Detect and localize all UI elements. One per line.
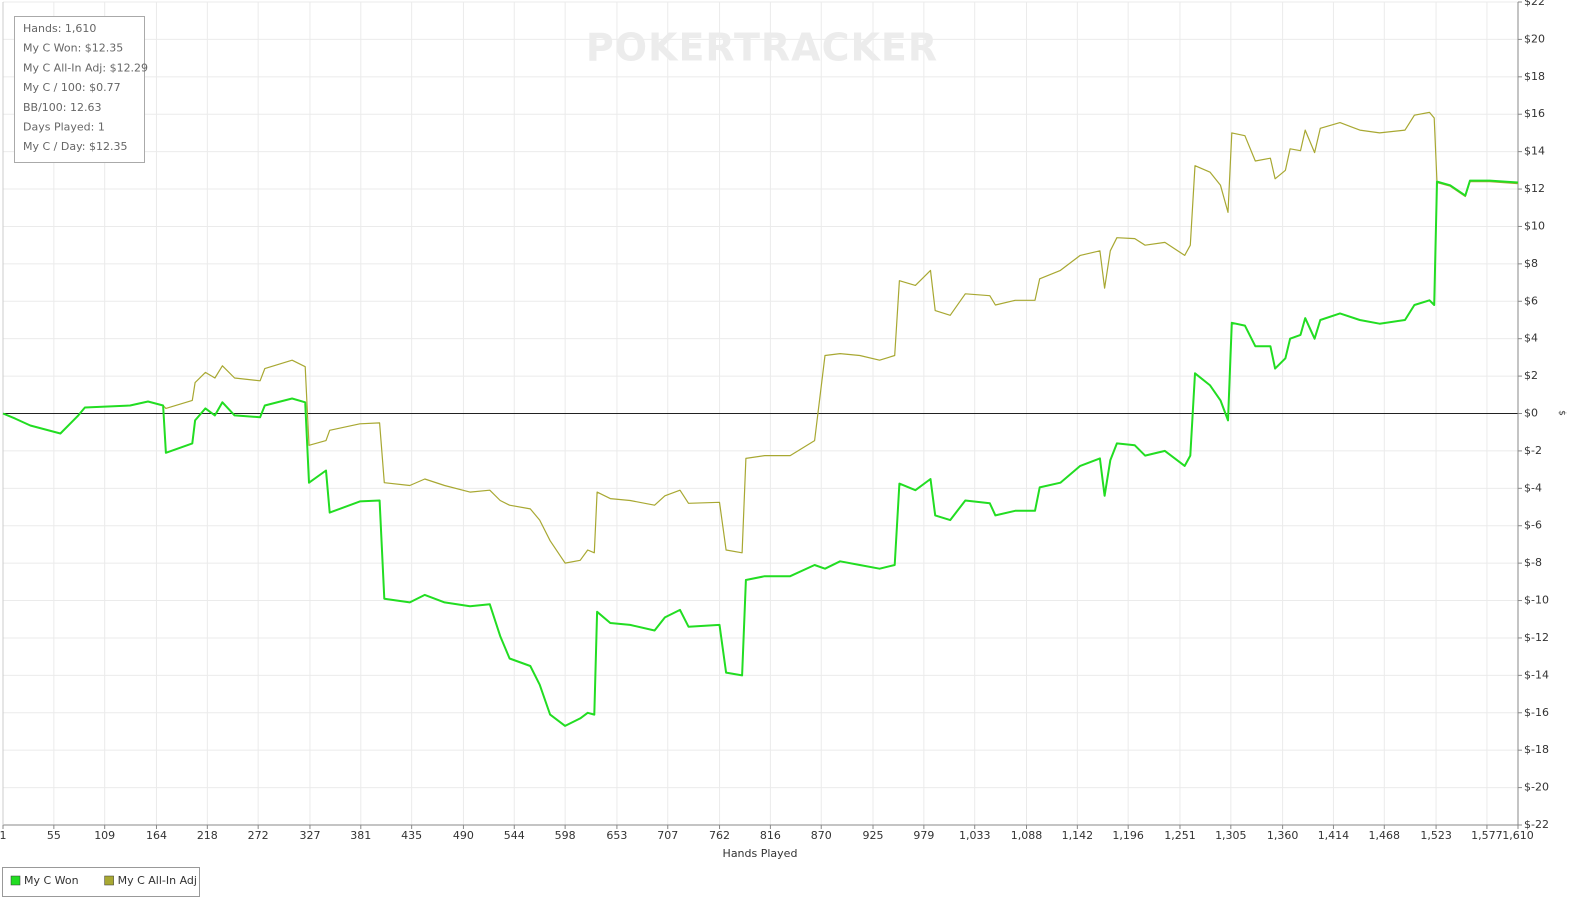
x-tick-label: 435 [401, 829, 422, 842]
x-tick-label: 1 [0, 829, 7, 842]
y-tick-label: $22 [1524, 0, 1545, 8]
x-tick-label: 1,523 [1420, 829, 1452, 842]
y-tick-label: $2 [1524, 369, 1538, 382]
x-tick-label: 381 [350, 829, 371, 842]
info-box-frame [14, 16, 145, 163]
y-tick-label: $-14 [1524, 668, 1549, 681]
y-axis-label: $ [1557, 410, 1567, 416]
y-tick-label: $-4 [1524, 481, 1542, 494]
y-tick-label: $4 [1524, 332, 1538, 345]
info-line: My C All-In Adj: $12.29 [23, 61, 148, 74]
legend-label: My C All-In Adj [118, 874, 197, 887]
x-axis-label: Hands Played [723, 847, 798, 860]
y-tick-label: $-12 [1524, 631, 1549, 644]
y-tick-label: $-16 [1524, 706, 1549, 719]
x-tick-label: 272 [248, 829, 269, 842]
x-tick-label: 925 [863, 829, 884, 842]
x-tick-label: 653 [606, 829, 627, 842]
x-tick-label: 1,360 [1267, 829, 1299, 842]
x-tick-label: 109 [94, 829, 115, 842]
info-line: BB/100: 12.63 [23, 101, 102, 114]
x-tick-label: 1,033 [959, 829, 991, 842]
x-tick-label: 762 [709, 829, 730, 842]
legend-label: My C Won [24, 874, 79, 887]
x-tick-label: 1,468 [1369, 829, 1401, 842]
y-tick-label: $18 [1524, 70, 1545, 83]
info-box: Hands: 1,610 My C Won: $12.35 My C All-In … [14, 16, 148, 163]
info-line: Days Played: 1 [23, 121, 105, 134]
y-tick-label: $-2 [1524, 444, 1542, 457]
x-tick-label: 816 [760, 829, 781, 842]
y-tick-label: $0 [1524, 407, 1538, 420]
legend-swatch [10, 875, 21, 886]
x-tick-label: 1,142 [1062, 829, 1094, 842]
x-tick-label: 218 [197, 829, 218, 842]
y-tick-label: $-20 [1524, 781, 1549, 794]
legend: My C Won My C All-In Adj [2, 867, 200, 897]
y-tick-label: $-6 [1524, 519, 1542, 532]
y-tick-label: $8 [1524, 257, 1538, 270]
y-tick-label: $16 [1524, 107, 1545, 120]
x-tick-label: 1,577 [1471, 829, 1503, 842]
legend-swatch [104, 875, 114, 886]
y-tick-label: $6 [1524, 294, 1538, 307]
y-tick-label: $14 [1524, 145, 1545, 158]
x-tick-label: 164 [146, 829, 167, 842]
y-tick-label: $12 [1524, 182, 1545, 195]
watermark: POKERTRACKER [586, 26, 938, 70]
x-tick-label: 1,251 [1164, 829, 1196, 842]
data-line [2, 111, 1519, 564]
x-tick-label: 55 [47, 829, 61, 842]
data-line [2, 179, 1519, 727]
info-line: My C / 100: $0.77 [23, 81, 121, 94]
info-line: My C Won: $12.35 [23, 42, 123, 55]
x-tick-label: 544 [504, 829, 525, 842]
legend-frame [2, 867, 200, 897]
x-tick-label: 1,414 [1318, 829, 1350, 842]
y-tick-label: $20 [1524, 32, 1545, 45]
y-tick-label: $-10 [1524, 594, 1549, 607]
y-tick-label: $10 [1524, 219, 1545, 232]
x-tick-label: 870 [811, 829, 832, 842]
x-tick-label: 490 [453, 829, 474, 842]
x-tick-label: 1,305 [1215, 829, 1247, 842]
x-tick-label: 1,088 [1011, 829, 1043, 842]
x-tick-label: 327 [299, 829, 320, 842]
y-tick-label: $-8 [1524, 556, 1542, 569]
x-tick-label: 707 [657, 829, 678, 842]
x-tick-label: 1,610 [1502, 829, 1534, 842]
x-tick-label: 1,196 [1112, 829, 1144, 842]
y-tick-label: $-18 [1524, 743, 1549, 756]
x-tick-label: 598 [555, 829, 576, 842]
y-tick-label: $-22 [1524, 818, 1549, 831]
x-tick-label: 979 [913, 829, 934, 842]
info-line: My C / Day: $12.35 [23, 140, 128, 153]
info-line: Hands: 1,610 [23, 22, 96, 35]
